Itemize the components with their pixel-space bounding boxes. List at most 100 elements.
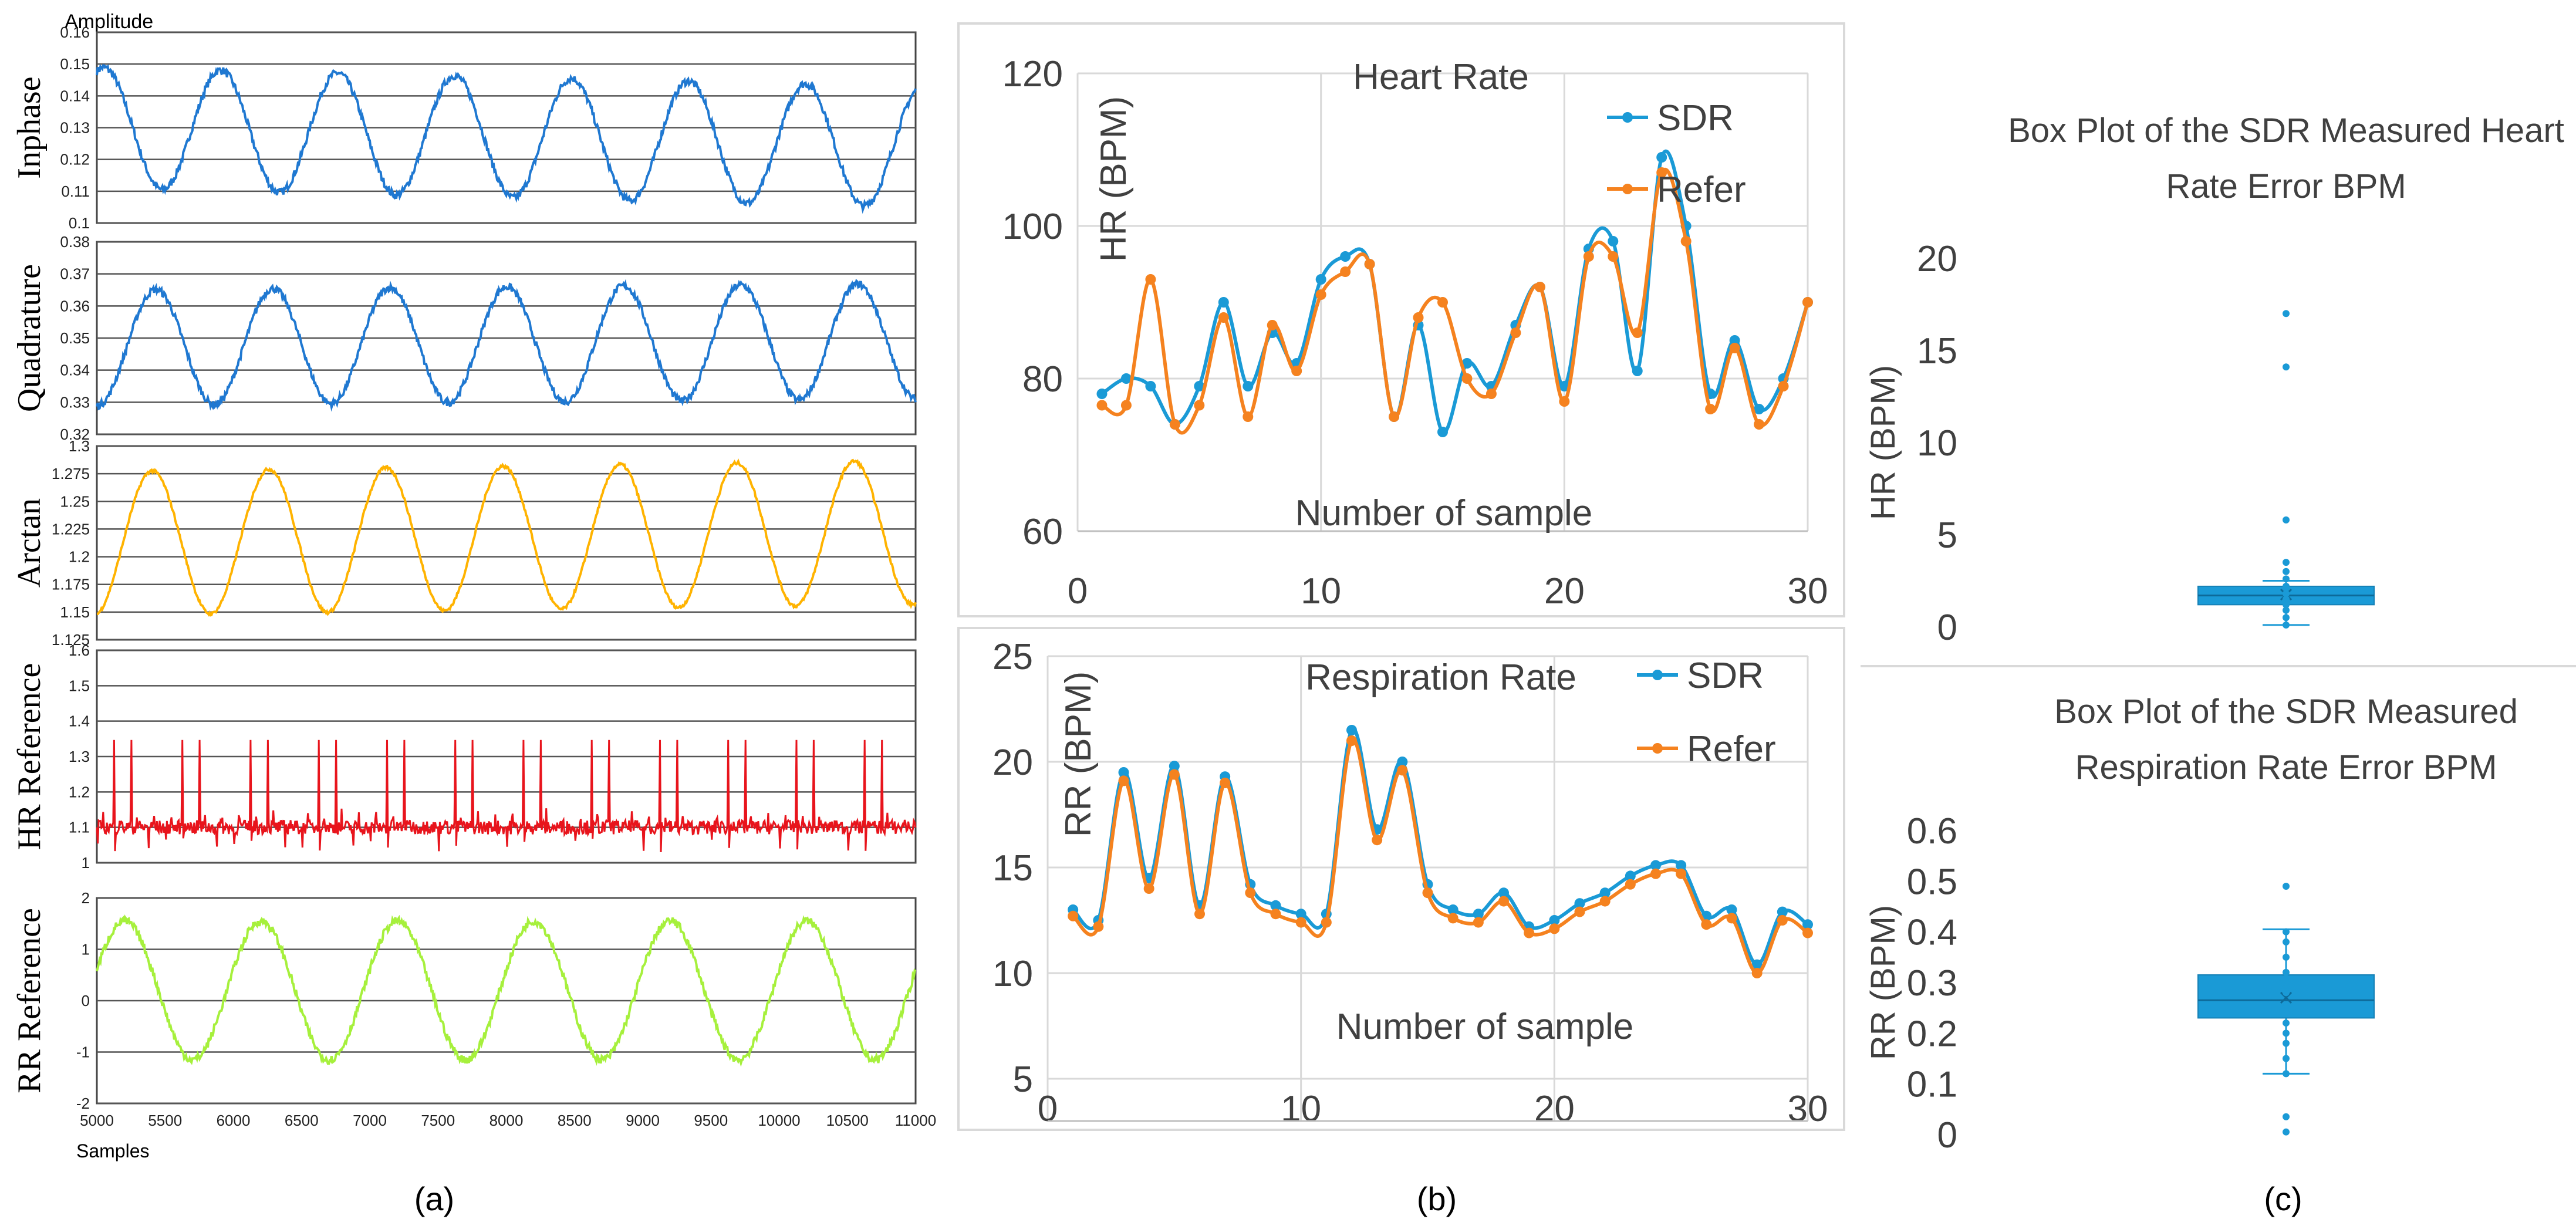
y-tick-label: 0.32 [60, 426, 90, 443]
data-point [2283, 1029, 2290, 1037]
point-sdr [1461, 358, 1473, 369]
point-refer [1447, 913, 1459, 924]
point-refer [1754, 419, 1765, 430]
y-tick-label: 25 [992, 637, 1033, 677]
y-tick-label: 0.37 [60, 265, 90, 283]
y-tick-label: 1.6 [69, 641, 90, 659]
x-tick-label: 11000 [895, 1112, 936, 1129]
subplot-name: Quadrature [11, 264, 48, 412]
legend-label: SDR [1657, 98, 1734, 139]
subplot-name: RR Reference [11, 908, 48, 1093]
point-refer [1243, 411, 1254, 422]
point-refer [1397, 765, 1408, 776]
subplot-name: Arctan [11, 498, 48, 588]
y-tick-label: 0.13 [60, 119, 90, 137]
series-line-refer [1101, 167, 1809, 435]
point-refer [1422, 887, 1433, 899]
point-refer [1705, 404, 1716, 414]
x-tick-label: 10500 [826, 1112, 869, 1129]
x-tick-label: 10 [1281, 1089, 1321, 1129]
point-refer [1485, 389, 1497, 399]
point-sdr [1599, 887, 1611, 899]
chart-title-line: Box Plot of the SDR Measured [2054, 693, 2518, 731]
point-sdr [1447, 904, 1459, 915]
x-tick-label: 8500 [558, 1112, 592, 1129]
y-tick-label: 1.3 [69, 748, 90, 765]
y-tick-label: 1.2 [69, 548, 90, 566]
y-tick-label: 10 [992, 954, 1033, 994]
series-line-sdr [1100, 149, 1809, 434]
point-refer [1549, 923, 1560, 934]
data-point [2283, 582, 2290, 590]
y-tick-label: 1.125 [52, 631, 90, 649]
data-point [2283, 938, 2290, 946]
x-tick-label: 5500 [148, 1112, 182, 1129]
data-point [2283, 1004, 2290, 1012]
x-axis-title: Number of sample [1295, 493, 1593, 534]
point-refer [1270, 909, 1281, 920]
data-point [2283, 310, 2290, 318]
point-refer [1676, 868, 1687, 879]
point-sdr [1397, 757, 1408, 767]
point-refer [1413, 312, 1424, 323]
point-refer [1583, 251, 1594, 262]
point-refer [1599, 896, 1611, 907]
x-tick-label: 8000 [489, 1112, 524, 1129]
y-axis-title: RR (BPM) [1058, 671, 1099, 837]
y-tick-label: 15 [992, 848, 1033, 889]
amplitude-label: Amplitude [65, 11, 153, 33]
point-refer [1559, 396, 1570, 407]
y-tick-label: 0.11 [61, 183, 90, 200]
x-tick-label: 7500 [421, 1112, 455, 1129]
signal-line [96, 740, 917, 852]
point-refer [1267, 320, 1278, 330]
y-tick-label: 0.5 [1907, 862, 1957, 902]
point-refer [1118, 775, 1129, 786]
y-tick-label: 15 [1917, 331, 1957, 372]
y-tick-label: 0.3 [1907, 963, 1957, 1004]
y-tick-label: 1.5 [69, 677, 90, 694]
point-refer [1340, 266, 1351, 277]
point-refer [1169, 419, 1180, 430]
point-sdr [1676, 860, 1687, 871]
panel-a-signals: Amplitude 0.1 0.11 0.12 0.13 0.14 0.15 0.16 Inp… [11, 11, 936, 1162]
point-refer [1218, 312, 1229, 323]
panel-label-a: (a) [414, 1180, 454, 1217]
legend-marker [1622, 184, 1633, 194]
point-refer [1372, 835, 1383, 846]
data-point [2283, 1019, 2290, 1027]
x-tick-label: 9000 [626, 1112, 660, 1129]
data-point [2283, 989, 2290, 997]
point-sdr [1169, 761, 1180, 772]
point-sdr [1751, 959, 1763, 970]
data-point [2283, 590, 2290, 597]
point-refer [1364, 259, 1375, 269]
y-tick-label: 1.4 [69, 713, 90, 730]
point-refer [1295, 917, 1306, 928]
x-tick-label: 30 [1788, 571, 1828, 612]
subplot-name: Inphase [11, 76, 48, 178]
data-point [2283, 1039, 2290, 1047]
point-refer [1729, 343, 1740, 353]
chart-title-line: Rate Error BPM [2166, 167, 2406, 205]
chart-title: Heart Rate [1353, 57, 1529, 97]
signal-line [96, 914, 917, 1067]
point-sdr [1656, 152, 1667, 163]
signal-line [96, 458, 917, 617]
y-tick-label: 1.25 [60, 492, 90, 510]
y-tick-label: 1.3 [69, 437, 90, 455]
point-sdr [1754, 404, 1765, 414]
point-sdr [1295, 909, 1306, 920]
subplot-rr-reference: -2 -1 0 1 2 RR Reference [11, 889, 917, 1112]
y-tick-label: 100 [1002, 207, 1063, 247]
point-refer [1701, 919, 1712, 930]
point-refer [1802, 927, 1813, 938]
point-sdr [1346, 725, 1357, 735]
point-sdr [1340, 251, 1351, 262]
x-tick-label: 0 [1038, 1089, 1058, 1129]
box-mean-marker [2280, 991, 2293, 1004]
y-tick-label: 0.33 [60, 393, 90, 411]
x-tick-label: 30 [1788, 1089, 1828, 1129]
legend-label: Refer [1687, 729, 1776, 769]
point-sdr [1473, 909, 1484, 920]
